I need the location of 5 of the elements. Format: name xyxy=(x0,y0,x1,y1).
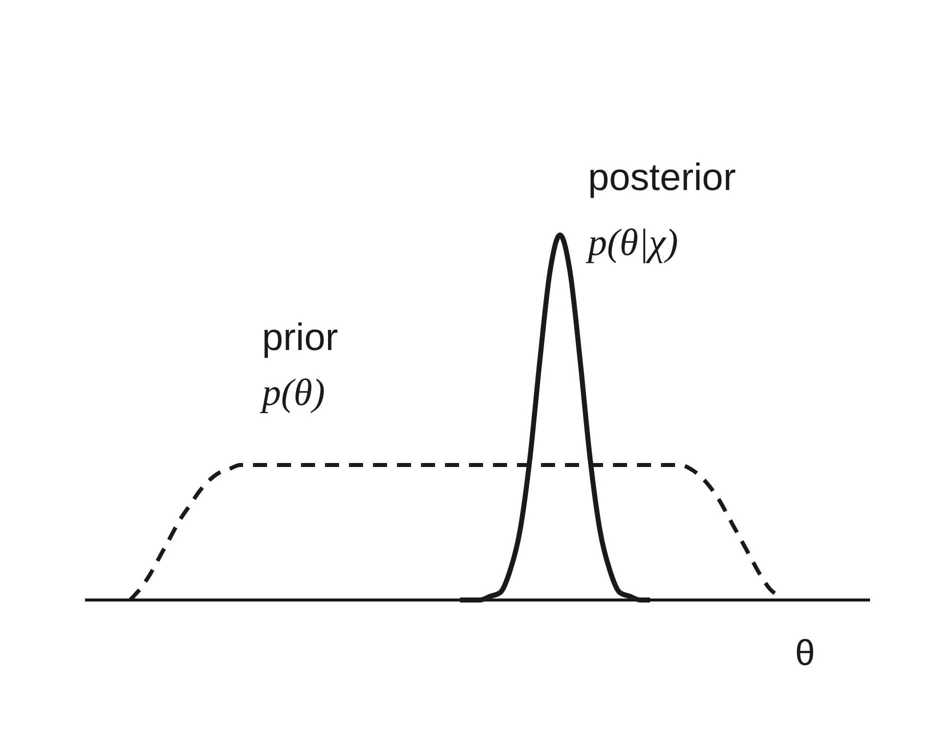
x-axis-title: θ xyxy=(795,632,816,673)
text: prior xyxy=(262,317,338,359)
annotation: p(θ) xyxy=(259,372,325,414)
annotation: p(θ|χ) xyxy=(585,222,678,264)
series-label: posterior xyxy=(588,157,736,199)
